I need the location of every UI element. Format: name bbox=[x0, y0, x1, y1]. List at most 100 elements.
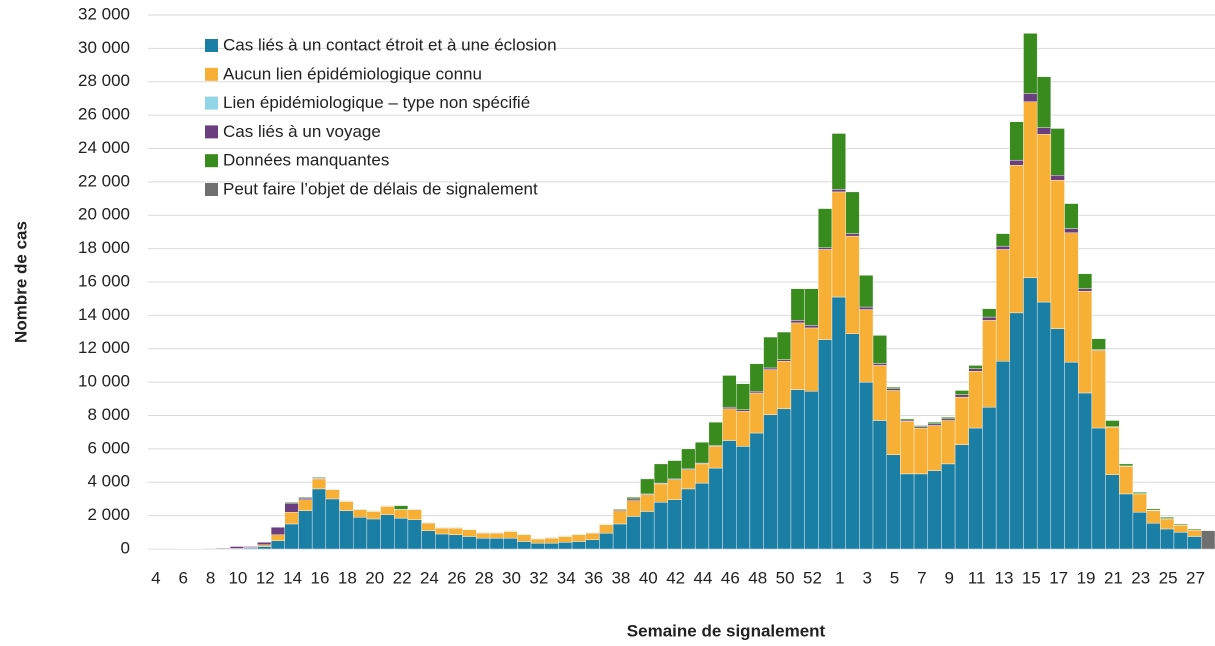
bar-segment bbox=[722, 440, 737, 550]
x-tick-label: 48 bbox=[748, 568, 767, 587]
bar-segment bbox=[886, 390, 901, 455]
bar-segment bbox=[1009, 164, 1024, 314]
bar-segment bbox=[886, 454, 901, 550]
bar-segment bbox=[325, 488, 340, 490]
bar-segment bbox=[872, 365, 887, 421]
y-tick-label: 4 000 bbox=[87, 472, 130, 491]
legend-swatch bbox=[205, 96, 218, 110]
bar-segment bbox=[640, 478, 655, 495]
bar-segment bbox=[872, 420, 887, 550]
bar-segment bbox=[763, 414, 778, 550]
bar-segment bbox=[749, 363, 764, 392]
bar-segment bbox=[777, 331, 792, 360]
bar-segment bbox=[777, 359, 792, 362]
bar-segment bbox=[1078, 392, 1093, 550]
bar-segment bbox=[900, 419, 915, 422]
bar-segment bbox=[736, 411, 751, 447]
bar-segment bbox=[1105, 420, 1120, 427]
bar-segment bbox=[448, 534, 463, 550]
bar-segment bbox=[1064, 361, 1079, 550]
bar-segment bbox=[749, 391, 764, 394]
bar-segment bbox=[968, 427, 983, 550]
bar-segment bbox=[257, 542, 272, 546]
bar-segment bbox=[311, 477, 327, 479]
bar-segment bbox=[366, 518, 381, 550]
bar-segment bbox=[927, 425, 942, 471]
legend-swatch bbox=[205, 183, 218, 196]
bar-segment bbox=[1105, 426, 1120, 475]
legend-label: Peut faire l’objet de délais de signalem… bbox=[223, 179, 538, 198]
bar-segment bbox=[722, 408, 737, 441]
bar-segment bbox=[995, 245, 1011, 250]
bar-segment bbox=[1146, 522, 1161, 550]
y-tick-label: 24 000 bbox=[78, 138, 130, 157]
bar-segment bbox=[968, 368, 983, 372]
bar-segment bbox=[1078, 290, 1093, 394]
x-tick-label: 21 bbox=[1104, 568, 1123, 587]
bar-segment bbox=[845, 191, 860, 234]
bar-segment bbox=[462, 529, 477, 537]
bar-segment bbox=[489, 537, 504, 550]
bar-segment bbox=[257, 544, 272, 547]
bar-segment bbox=[503, 531, 518, 539]
bar-segment bbox=[886, 388, 901, 391]
bar-segment bbox=[530, 537, 545, 539]
bar-segment bbox=[270, 527, 285, 536]
bar-segment bbox=[394, 517, 409, 550]
x-tick-label: 24 bbox=[420, 568, 439, 587]
bar-segment bbox=[804, 327, 819, 392]
bar-segment bbox=[954, 396, 969, 445]
bar-segment bbox=[831, 191, 846, 298]
bar-segment bbox=[612, 523, 627, 550]
bar-segment bbox=[913, 473, 928, 550]
bar-segment bbox=[202, 548, 217, 550]
bar-segment bbox=[872, 335, 887, 364]
bar-segment bbox=[229, 546, 244, 549]
bar-segment bbox=[626, 498, 641, 501]
bar-segment bbox=[435, 527, 450, 529]
y-tick-label: 32 000 bbox=[78, 4, 130, 23]
bar-segment bbox=[1173, 523, 1188, 526]
bar-segment bbox=[708, 446, 723, 469]
x-tick-label: 3 bbox=[862, 568, 871, 587]
bar-segment bbox=[900, 421, 915, 475]
y-tick-label: 18 000 bbox=[78, 238, 130, 257]
bar-segment bbox=[982, 406, 997, 550]
bar-segment bbox=[325, 498, 340, 550]
bar-segment bbox=[831, 296, 846, 550]
bar-segment bbox=[941, 418, 956, 421]
bar-segment bbox=[1009, 159, 1024, 166]
bar-segment bbox=[1091, 338, 1106, 350]
x-tick-label: 52 bbox=[803, 568, 822, 587]
bar-segment bbox=[558, 536, 573, 543]
bar-segment bbox=[831, 189, 846, 193]
bar-segment bbox=[448, 527, 463, 529]
y-tick-label: 8 000 bbox=[87, 405, 130, 424]
bar-segment bbox=[900, 418, 915, 421]
bar-segment bbox=[284, 502, 299, 504]
bar-segment bbox=[777, 361, 792, 410]
y-tick-label: 12 000 bbox=[78, 338, 130, 357]
bar-segment bbox=[257, 546, 272, 550]
bar-segment bbox=[503, 537, 518, 550]
bar-segment bbox=[1064, 232, 1079, 363]
y-tick-label: 14 000 bbox=[78, 305, 130, 324]
y-tick-label: 28 000 bbox=[78, 71, 130, 90]
bar-segment bbox=[831, 133, 846, 190]
bar-segment bbox=[1050, 174, 1065, 181]
x-axis-title: Semaine de signalement bbox=[627, 621, 826, 640]
x-tick-label: 14 bbox=[283, 568, 302, 587]
bar-segment bbox=[1078, 273, 1093, 289]
bar-segment bbox=[818, 249, 833, 340]
x-tick-label: 11 bbox=[968, 568, 986, 587]
y-tick-label: 30 000 bbox=[78, 38, 130, 57]
x-tick-label: 36 bbox=[584, 568, 603, 587]
bar-segment bbox=[982, 308, 997, 318]
bar-segment bbox=[845, 233, 860, 237]
bar-segment bbox=[407, 509, 422, 520]
x-tick-label: 5 bbox=[890, 568, 899, 587]
bar-segment bbox=[859, 309, 874, 383]
bar-segment bbox=[1160, 518, 1175, 530]
bar-segment bbox=[1050, 180, 1065, 329]
bar-segment bbox=[407, 508, 422, 510]
